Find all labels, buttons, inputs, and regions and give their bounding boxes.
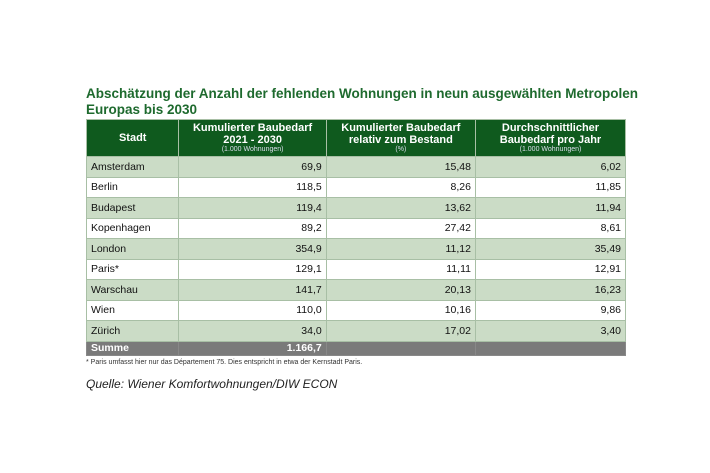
table-row: Paris* 129,1 11,11 12,91 [85, 258, 627, 280]
header-label: Kumulierter Baubedarf relativ zum Bestan… [341, 122, 461, 146]
column-header: Durchschnittlicher Baubedarf pro Jahr (1.… [474, 119, 627, 157]
value-cell: 35,49 [474, 238, 627, 260]
value-cell: 12,91 [474, 258, 627, 280]
table-row: Budapest 119,4 13,62 11,94 [85, 197, 627, 219]
table-row: Zürich 34,0 17,02 3,40 [85, 320, 627, 342]
city-cell: Budapest [85, 197, 180, 219]
value-cell: 69,9 [178, 156, 327, 178]
value-cell: 11,12 [325, 238, 476, 260]
city-cell: Wien [85, 299, 180, 321]
value-cell: 129,1 [178, 258, 327, 280]
header-row: Stadt Kumulierter Baubedarf 2021 - 2030 (1… [85, 119, 627, 157]
empty-cell [474, 340, 627, 356]
value-cell: 8,61 [474, 217, 627, 239]
value-cell: 3,40 [474, 320, 627, 342]
sum-value: 1.166,7 [178, 340, 327, 356]
value-cell: 8,26 [325, 176, 476, 198]
header-unit: (1.000 Wohnungen) [519, 146, 582, 153]
data-table: Stadt Kumulierter Baubedarf 2021 - 2030 (1… [85, 119, 627, 356]
city-cell: Berlin [85, 176, 180, 198]
city-cell: London [85, 238, 180, 260]
value-cell: 11,94 [474, 197, 627, 219]
table-title: Abschätzung der Anzahl der fehlenden Woh… [86, 86, 639, 117]
value-cell: 13,62 [325, 197, 476, 219]
value-cell: 118,5 [178, 176, 327, 198]
table-row: Warschau 141,7 20,13 16,23 [85, 279, 627, 301]
column-header: Kumulierter Baubedarf 2021 - 2030 (1.000 … [178, 119, 327, 157]
value-cell: 15,48 [325, 156, 476, 178]
column-header: Stadt [85, 119, 180, 157]
city-cell: Amsterdam [85, 156, 180, 178]
value-cell: 16,23 [474, 279, 627, 301]
value-cell: 20,13 [325, 279, 476, 301]
source: Quelle: Wiener Komfortwohnungen/DIW ECON [86, 377, 338, 391]
value-cell: 9,86 [474, 299, 627, 321]
value-cell: 34,0 [178, 320, 327, 342]
value-cell: 89,2 [178, 217, 327, 239]
table-row: Amsterdam 69,9 15,48 6,02 [85, 156, 627, 178]
column-header: Kumulierter Baubedarf relativ zum Bestan… [325, 119, 476, 157]
value-cell: 10,16 [325, 299, 476, 321]
header-label: Durchschnittlicher Baubedarf pro Jahr [499, 122, 602, 146]
value-cell: 11,85 [474, 176, 627, 198]
city-cell: Warschau [85, 279, 180, 301]
value-cell: 17,02 [325, 320, 476, 342]
header-unit: (1.000 Wohnungen) [221, 146, 284, 153]
sum-label: Summe [85, 340, 180, 356]
city-cell: Kopenhagen [85, 217, 180, 239]
table-row: Kopenhagen 89,2 27,42 8,61 [85, 217, 627, 239]
header-label: Stadt [118, 132, 147, 144]
value-cell: 27,42 [325, 217, 476, 239]
empty-cell [325, 340, 476, 356]
value-cell: 354,9 [178, 238, 327, 260]
value-cell: 141,7 [178, 279, 327, 301]
header-unit: (%) [395, 146, 407, 153]
header-label: Kumulierter Baubedarf 2021 - 2030 [192, 122, 313, 146]
table-row: London 354,9 11,12 35,49 [85, 238, 627, 260]
value-cell: 11,11 [325, 258, 476, 280]
city-cell: Zürich [85, 320, 180, 342]
value-cell: 6,02 [474, 156, 627, 178]
value-cell: 110,0 [178, 299, 327, 321]
table-row: Berlin 118,5 8,26 11,85 [85, 176, 627, 198]
table-row: Wien 110,0 10,16 9,86 [85, 299, 627, 321]
sum-row: Summe 1.166,7 [85, 340, 627, 356]
value-cell: 119,4 [178, 197, 327, 219]
footnote: * Paris umfasst hier nur das Département… [86, 359, 363, 366]
city-cell: Paris* [85, 258, 180, 280]
